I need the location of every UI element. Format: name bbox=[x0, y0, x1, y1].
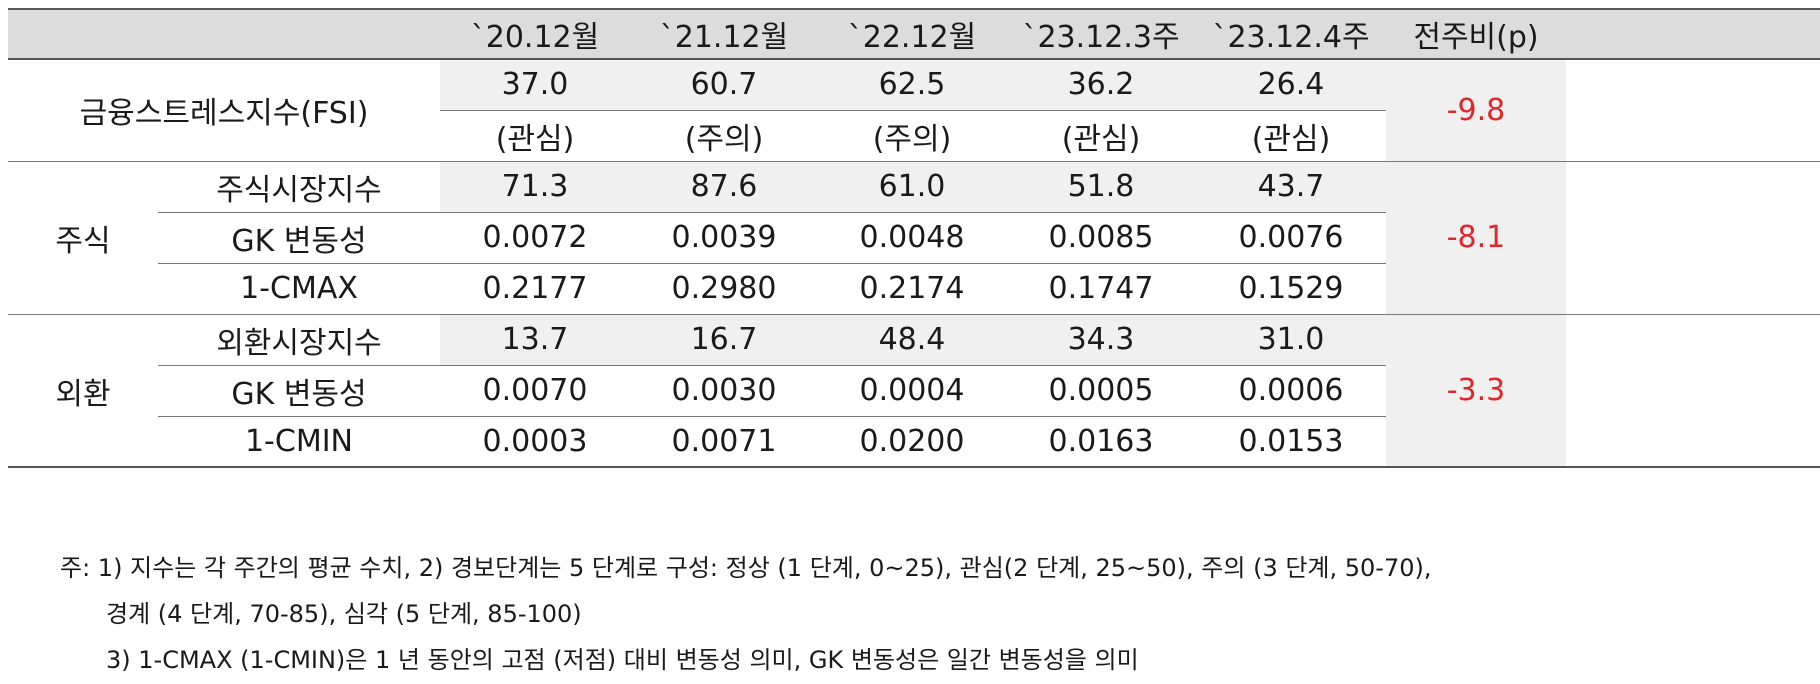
fx-row-3-value-4: 0.0163 bbox=[1048, 424, 1154, 459]
rule-stock-2 bbox=[158, 263, 1386, 264]
header-row-bg bbox=[8, 8, 1820, 59]
col-header-4: `23.12.3주 bbox=[1022, 19, 1180, 55]
stock-row-2-label: GK 변동성 bbox=[231, 223, 367, 259]
fsi-level-1: (관심) bbox=[495, 121, 575, 157]
fx-row-3-value-2: 0.0071 bbox=[671, 424, 777, 459]
fsi-level-4: (관심) bbox=[1061, 121, 1141, 157]
fx-row-2-value-1: 0.0070 bbox=[482, 373, 588, 408]
fsi-level-2: (주의) bbox=[684, 121, 764, 157]
stock-row-1-label: 주식시장지수 bbox=[216, 172, 382, 208]
fsi-values-bg bbox=[440, 59, 1386, 110]
fx-row-1-value-5: 31.0 bbox=[1257, 322, 1325, 357]
fsi-value-2: 60.7 bbox=[690, 67, 758, 102]
stock-row-3-value-5: 0.1529 bbox=[1238, 271, 1344, 306]
note-line-1: 주: 1) 지수는 각 주간의 평균 수치, 2) 경보단계는 5 단계로 구성… bbox=[60, 554, 1432, 582]
fx-row-3-label: 1-CMIN bbox=[244, 424, 354, 459]
fx-row-2-label: GK 변동성 bbox=[231, 376, 367, 412]
rule-stock-1 bbox=[158, 212, 1386, 213]
fx-row-2-value-2: 0.0030 bbox=[671, 373, 777, 408]
stock-row-2-value-2: 0.0039 bbox=[671, 220, 777, 255]
stock-row-3-value-2: 0.2980 bbox=[671, 271, 777, 306]
rule-header bbox=[8, 58, 1820, 60]
stock-row-2-value-4: 0.0085 bbox=[1048, 220, 1154, 255]
stock-row-2-value-1: 0.0072 bbox=[482, 220, 588, 255]
rule-fx-1 bbox=[158, 365, 1386, 366]
fsi-level-5: (관심) bbox=[1251, 121, 1331, 157]
col-header-2: `21.12월 bbox=[659, 19, 789, 55]
fx-row-1-value-3: 48.4 bbox=[878, 322, 946, 357]
stock-row-2-value-3: 0.0048 bbox=[859, 220, 965, 255]
col-header-3: `22.12월 bbox=[847, 19, 977, 55]
stock-group-label: 주식 bbox=[55, 223, 111, 259]
fsi-value-4: 36.2 bbox=[1067, 67, 1135, 102]
col-header-1: `20.12월 bbox=[470, 19, 600, 55]
rule-fsi-bottom bbox=[8, 161, 1820, 162]
fsi-table: `20.12월 `21.12월 `22.12월 `23.12.3주 `23.12… bbox=[8, 8, 1820, 543]
fx-row-2-value-5: 0.0006 bbox=[1238, 373, 1344, 408]
fsi-value-1: 37.0 bbox=[501, 67, 569, 102]
col-header-change: 전주비(p) bbox=[1413, 19, 1539, 55]
rule-fx-2 bbox=[158, 416, 1386, 417]
fx-row-3-value-1: 0.0003 bbox=[482, 424, 588, 459]
stock-row-3-label: 1-CMAX bbox=[240, 271, 358, 306]
stock-change: -8.1 bbox=[1446, 220, 1506, 255]
note-line-3: 3) 1-CMAX (1-CMIN)은 1 년 동안의 고점 (저점) 대비 변… bbox=[106, 646, 1139, 674]
fx-row-1-value-2: 16.7 bbox=[690, 322, 758, 357]
stock-index-bg bbox=[440, 161, 1386, 212]
stock-row-1-value-3: 61.0 bbox=[878, 169, 946, 204]
stock-row-1-value-1: 71.3 bbox=[501, 169, 569, 204]
fx-row-1-label: 외환시장지수 bbox=[216, 325, 382, 361]
fx-row-3-value-3: 0.0200 bbox=[859, 424, 965, 459]
rule-fsi-inner bbox=[440, 110, 1386, 111]
note-line-2: 경계 (4 단계, 70-85), 심각 (5 단계, 85-100) bbox=[106, 600, 582, 628]
fx-row-1-value-4: 34.3 bbox=[1067, 322, 1135, 357]
fx-group-label: 외환 bbox=[55, 376, 111, 412]
stock-row-1-value-5: 43.7 bbox=[1257, 169, 1325, 204]
stock-row-1-value-4: 51.8 bbox=[1067, 169, 1135, 204]
fx-change: -3.3 bbox=[1446, 373, 1506, 408]
stock-row-1-value-2: 87.6 bbox=[690, 169, 758, 204]
fsi-value-3: 62.5 bbox=[878, 67, 946, 102]
fx-row-2-value-4: 0.0005 bbox=[1048, 373, 1154, 408]
stock-row-2-value-5: 0.0076 bbox=[1238, 220, 1344, 255]
col-header-5: `23.12.4주 bbox=[1212, 19, 1370, 55]
stock-row-3-value-4: 0.1747 bbox=[1048, 271, 1154, 306]
fsi-value-5: 26.4 bbox=[1257, 67, 1325, 102]
change-column-bg bbox=[1386, 59, 1566, 467]
stock-row-3-value-3: 0.2174 bbox=[859, 271, 965, 306]
fx-index-bg bbox=[440, 314, 1386, 365]
fsi-level-3: (주의) bbox=[872, 121, 952, 157]
fx-row-2-value-3: 0.0004 bbox=[859, 373, 965, 408]
stock-row-3-value-1: 0.2177 bbox=[482, 271, 588, 306]
fx-row-1-value-1: 13.7 bbox=[501, 322, 569, 357]
rule-stock-bottom bbox=[8, 314, 1820, 315]
rule-top bbox=[8, 8, 1820, 10]
table-notes: 주: 1) 지수는 각 주간의 평균 수치, 2) 경보단계는 5 단계로 구성… bbox=[60, 545, 1432, 683]
fsi-label: 금융스트레스지수(FSI) bbox=[79, 96, 369, 131]
fsi-change: -9.8 bbox=[1446, 92, 1506, 128]
fx-row-3-value-5: 0.0153 bbox=[1238, 424, 1344, 459]
rule-bottom bbox=[8, 466, 1820, 468]
